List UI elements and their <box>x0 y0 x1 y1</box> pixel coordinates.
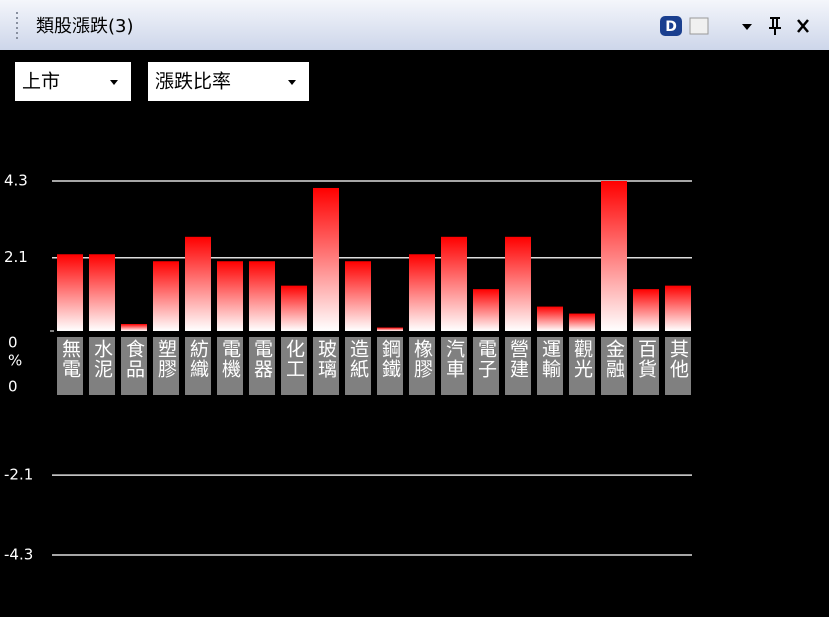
category-label: 百貨 <box>635 339 657 379</box>
y-unit: % <box>8 352 22 370</box>
category-label: 水泥 <box>91 339 113 379</box>
category-label: 金融 <box>603 339 625 379</box>
category-label-bg <box>409 337 435 395</box>
category-label-bg <box>153 337 179 395</box>
category-label: 觀光 <box>571 339 593 379</box>
category-label: 橡膠 <box>411 339 433 379</box>
d-icon-letter: D <box>665 19 677 35</box>
category-label-bg <box>313 337 339 395</box>
category-label-bg <box>505 337 531 395</box>
category-label: 造紙 <box>347 339 369 379</box>
select-arrow <box>110 80 118 85</box>
category-label: 電子 <box>475 339 497 379</box>
metric-select-text: 漲跌比率 <box>155 71 231 93</box>
bar <box>313 187 339 331</box>
close-icon[interactable] <box>797 19 809 33</box>
category-label: 運輸 <box>539 339 561 379</box>
category-label: 其他 <box>667 339 689 379</box>
category-label: 塑膠 <box>155 339 177 379</box>
category-label: 食品 <box>123 339 145 379</box>
dropdown-icon[interactable] <box>742 24 752 30</box>
y-tick-label: -2.1 <box>4 466 33 484</box>
bar <box>633 289 659 331</box>
bar <box>537 306 563 331</box>
category-label-bg <box>281 337 307 395</box>
y-tick-label: 4.3 <box>4 172 28 190</box>
panel-title: 類股漲跌(3) <box>36 16 134 37</box>
category-label: 無電 <box>59 339 81 379</box>
bar <box>217 261 243 331</box>
select-arrow <box>288 80 296 85</box>
bar <box>185 236 211 331</box>
category-label: 電器 <box>251 339 273 379</box>
category-label: 鋼鐵 <box>379 339 401 379</box>
bar <box>57 254 83 331</box>
bar <box>121 324 147 331</box>
bar <box>249 261 275 331</box>
market-select-text: 上市 <box>22 71 60 93</box>
bar <box>377 327 403 331</box>
category-label-bg <box>473 337 499 395</box>
category-label: 電機 <box>219 339 241 379</box>
bar <box>665 285 691 331</box>
bar <box>569 313 595 331</box>
bar <box>345 261 371 331</box>
category-label-bg <box>633 337 659 395</box>
category-label-bg <box>185 337 211 395</box>
category-label-bg <box>441 337 467 395</box>
category-label-bg <box>569 337 595 395</box>
d-icon[interactable] <box>660 16 682 36</box>
category-label: 玻璃 <box>315 339 337 379</box>
bar <box>153 261 179 331</box>
category-label-bg <box>89 337 115 395</box>
category-label-bg <box>601 337 627 395</box>
y-tick-label: 2.1 <box>4 248 28 266</box>
y-tick-label: 0 <box>8 334 18 352</box>
category-label-bg <box>249 337 275 395</box>
bar <box>409 254 435 331</box>
bar <box>281 285 307 331</box>
y-tick-label: 0 <box>8 378 18 396</box>
bar <box>505 236 531 331</box>
chart: 4.32.10%0-2.1-4.3無電 水泥 食品 塑膠 紡織 電機 電器 化工 玻璃 造紙 鋼鐵橡… <box>4 172 692 564</box>
bar <box>601 181 627 331</box>
window-icon[interactable] <box>689 17 709 35</box>
category-label: 化工 <box>283 339 305 379</box>
bar <box>473 289 499 331</box>
bar <box>441 236 467 331</box>
category-label: 紡織 <box>187 339 209 379</box>
category-label: 汽車 <box>443 339 465 379</box>
bar <box>89 254 115 331</box>
category-label: 營建 <box>507 339 529 379</box>
y-tick-label: -4.3 <box>4 546 33 564</box>
category-label-bg <box>217 337 243 395</box>
category-label-bg <box>537 337 563 395</box>
category-label-bg <box>121 337 147 395</box>
category-label-bg <box>377 337 403 395</box>
category-label-bg <box>345 337 371 395</box>
metric-select[interactable] <box>148 62 309 101</box>
category-label-bg <box>57 337 83 395</box>
category-label-bg <box>665 337 691 395</box>
pin-icon[interactable] <box>769 17 781 35</box>
